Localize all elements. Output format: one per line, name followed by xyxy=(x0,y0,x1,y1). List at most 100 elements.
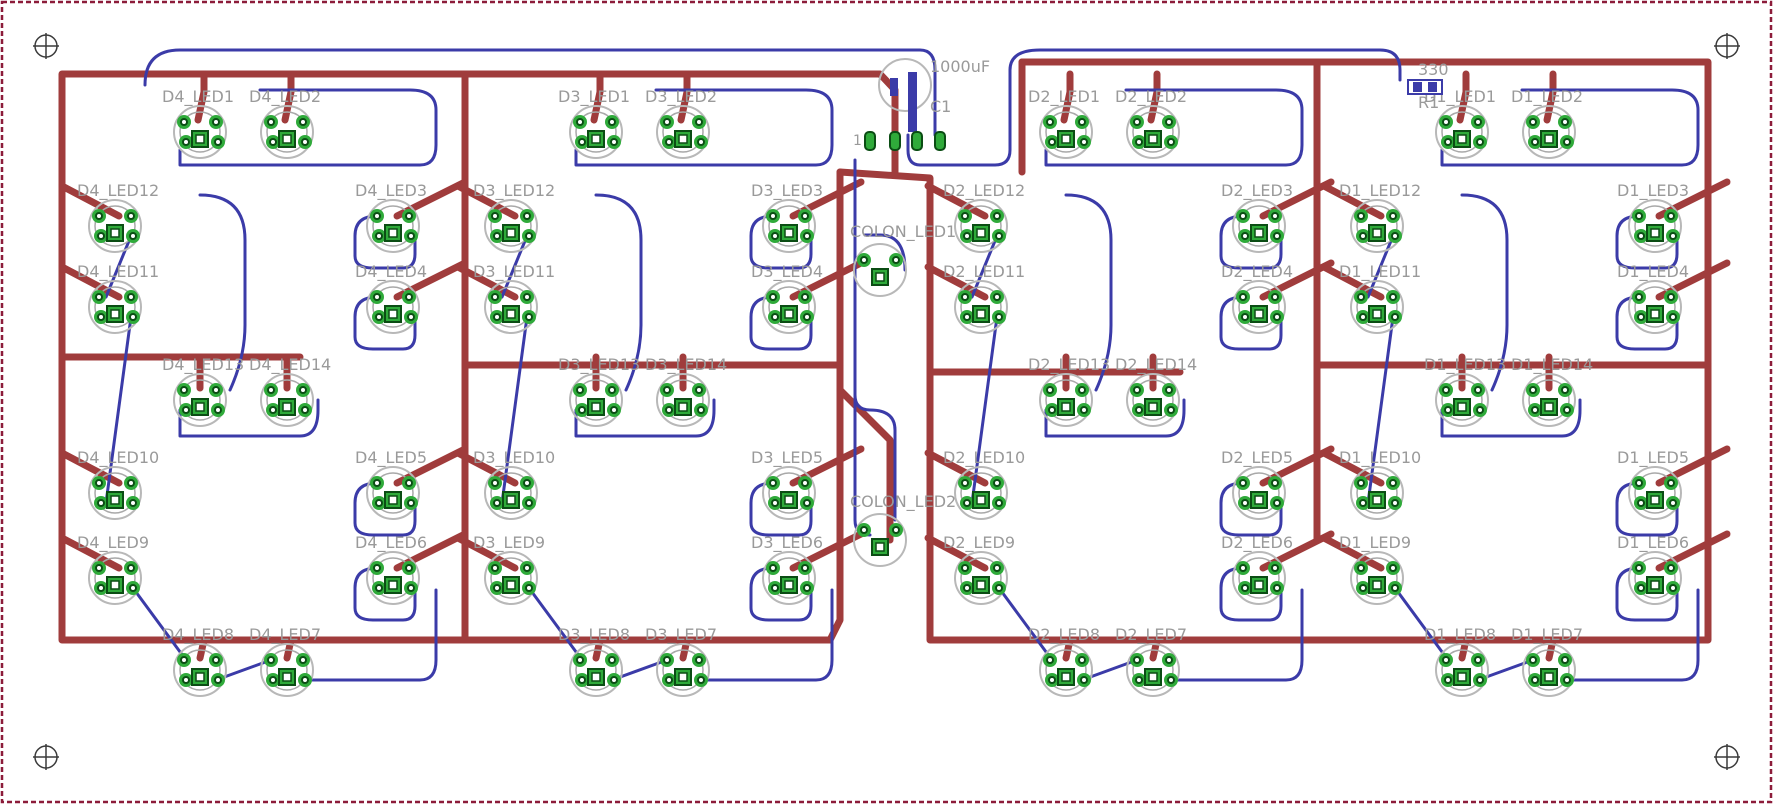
led-label: D1_LED6 xyxy=(1617,533,1689,553)
capacitor-value-label: 1000uF xyxy=(930,57,990,76)
led-label: D1_LED9 xyxy=(1339,533,1411,553)
led-d3-led12: D3_LED12 xyxy=(473,181,555,253)
led-d2-led3: D2_LED3 xyxy=(1221,181,1293,253)
led-d2-led7: D2_LED7 xyxy=(1115,625,1187,697)
led-label: D3_LED4 xyxy=(751,262,823,282)
resistor-r1: 330 R1 xyxy=(1407,60,1449,112)
led-label: D3_LED6 xyxy=(751,533,823,553)
led-d1-led14: D1_LED14 xyxy=(1511,355,1593,427)
resistor-value-label: 330 xyxy=(1418,60,1449,79)
led-label: D2_LED2 xyxy=(1115,87,1187,107)
led-d2-led14: D2_LED14 xyxy=(1115,355,1197,427)
colon-leds: COLON_LED1 COLON_LED2 xyxy=(850,222,956,567)
capacitor-c1: 1000uF C1 1 xyxy=(853,57,990,151)
led-label: D1_LED5 xyxy=(1617,448,1689,468)
colon-led-label: COLON_LED1 xyxy=(850,222,956,242)
led-label: D4_LED8 xyxy=(162,625,234,645)
led-d3-led13: D3_LED13 xyxy=(558,355,640,427)
led-d2-led10: D2_LED10 xyxy=(943,448,1025,520)
led-label: D1_LED7 xyxy=(1511,625,1583,645)
led-d2-led4: D2_LED4 xyxy=(1221,262,1293,334)
led-label: D4_LED1 xyxy=(162,87,234,107)
led-d1-led1: D1_LED1 xyxy=(1424,87,1496,159)
led-label: D2_LED12 xyxy=(943,181,1025,201)
led-label: D4_LED12 xyxy=(77,181,159,201)
led-label: D4_LED14 xyxy=(249,355,331,375)
led-d1-led7: D1_LED7 xyxy=(1511,625,1583,697)
led-d2-led1: D2_LED1 xyxy=(1028,87,1100,159)
led-d4-led2: D4_LED2 xyxy=(249,87,321,159)
led-d1-led6: D1_LED6 xyxy=(1617,533,1689,605)
led-label: D1_LED10 xyxy=(1339,448,1421,468)
led-d1-led2: D1_LED2 xyxy=(1511,87,1583,159)
led-d2-led11: D2_LED11 xyxy=(943,262,1025,334)
led-d1-led9: D1_LED9 xyxy=(1339,533,1411,605)
led-d4-led9: D4_LED9 xyxy=(77,533,149,605)
led-label: D2_LED9 xyxy=(943,533,1015,553)
led-label: D3_LED14 xyxy=(645,355,727,375)
led-d3-led8: D3_LED8 xyxy=(558,625,630,697)
capacitor-name-label: C1 xyxy=(930,97,951,116)
top-copper-layer xyxy=(58,58,1731,662)
led-d4-led14: D4_LED14 xyxy=(249,355,331,427)
led-footprints: D4_LED1 D4_LED2 D4_LED3 D4_LED4 D4_LED5 D4_LE… xyxy=(77,87,1689,697)
led-label: D2_LED11 xyxy=(943,262,1025,282)
led-label: D3_LED10 xyxy=(473,448,555,468)
led-label: D4_LED7 xyxy=(249,625,321,645)
led-label: D3_LED11 xyxy=(473,262,555,282)
led-label: D1_LED4 xyxy=(1617,262,1689,282)
header-pads xyxy=(864,131,946,151)
led-label: D4_LED6 xyxy=(355,533,427,553)
led-d4-led10: D4_LED10 xyxy=(77,448,159,520)
led-d3-led14: D3_LED14 xyxy=(645,355,727,427)
led-label: D2_LED5 xyxy=(1221,448,1293,468)
led-label: D1_LED8 xyxy=(1424,625,1496,645)
pin-1-marker: 1 xyxy=(853,133,862,149)
led-label: D1_LED2 xyxy=(1511,87,1583,107)
resistor-name-label: R1 xyxy=(1418,93,1439,112)
led-d3-led6: D3_LED6 xyxy=(751,533,823,605)
led-d3-led9: D3_LED9 xyxy=(473,533,545,605)
led-label: D2_LED14 xyxy=(1115,355,1197,375)
led-label: D4_LED4 xyxy=(355,262,427,282)
led-label: D4_LED10 xyxy=(77,448,159,468)
led-label: D2_LED10 xyxy=(943,448,1025,468)
led-d4-led6: D4_LED6 xyxy=(355,533,427,605)
led-d3-led10: D3_LED10 xyxy=(473,448,555,520)
led-d1-led4: D1_LED4 xyxy=(1617,262,1689,334)
led-label: D4_LED13 xyxy=(162,355,244,375)
led-d4-led4: D4_LED4 xyxy=(355,262,427,334)
led-d4-led3: D4_LED3 xyxy=(355,181,427,253)
led-label: D2_LED6 xyxy=(1221,533,1293,553)
led-d2-led13: D2_LED13 xyxy=(1028,355,1110,427)
mounting-hole xyxy=(1714,33,1740,59)
mounting-hole xyxy=(33,33,59,59)
led-label: D1_LED14 xyxy=(1511,355,1593,375)
mounting-holes xyxy=(33,33,1740,770)
colon-led-2: COLON_LED2 xyxy=(850,492,956,567)
led-d4-led7: D4_LED7 xyxy=(249,625,321,697)
mounting-hole xyxy=(33,744,59,770)
led-d1-led5: D1_LED5 xyxy=(1617,448,1689,520)
led-label: D2_LED8 xyxy=(1028,625,1100,645)
led-d4-led1: D4_LED1 xyxy=(162,87,234,159)
led-label: D3_LED12 xyxy=(473,181,555,201)
led-label: D4_LED3 xyxy=(355,181,427,201)
led-d2-led6: D2_LED6 xyxy=(1221,533,1293,605)
led-label: D1_LED3 xyxy=(1617,181,1689,201)
led-d1-led3: D1_LED3 xyxy=(1617,181,1689,253)
led-label: D2_LED1 xyxy=(1028,87,1100,107)
led-label: D3_LED8 xyxy=(558,625,630,645)
led-label: D4_LED11 xyxy=(77,262,159,282)
led-label: D1_LED12 xyxy=(1339,181,1421,201)
led-d4-led11: D4_LED11 xyxy=(77,262,159,334)
led-label: D4_LED9 xyxy=(77,533,149,553)
mounting-hole xyxy=(1714,744,1740,770)
led-label: D1_LED13 xyxy=(1424,355,1506,375)
led-d2-led9: D2_LED9 xyxy=(943,533,1015,605)
led-label: D2_LED13 xyxy=(1028,355,1110,375)
led-d3-led4: D3_LED4 xyxy=(751,262,823,334)
led-d2-led5: D2_LED5 xyxy=(1221,448,1293,520)
led-label: D1_LED11 xyxy=(1339,262,1421,282)
